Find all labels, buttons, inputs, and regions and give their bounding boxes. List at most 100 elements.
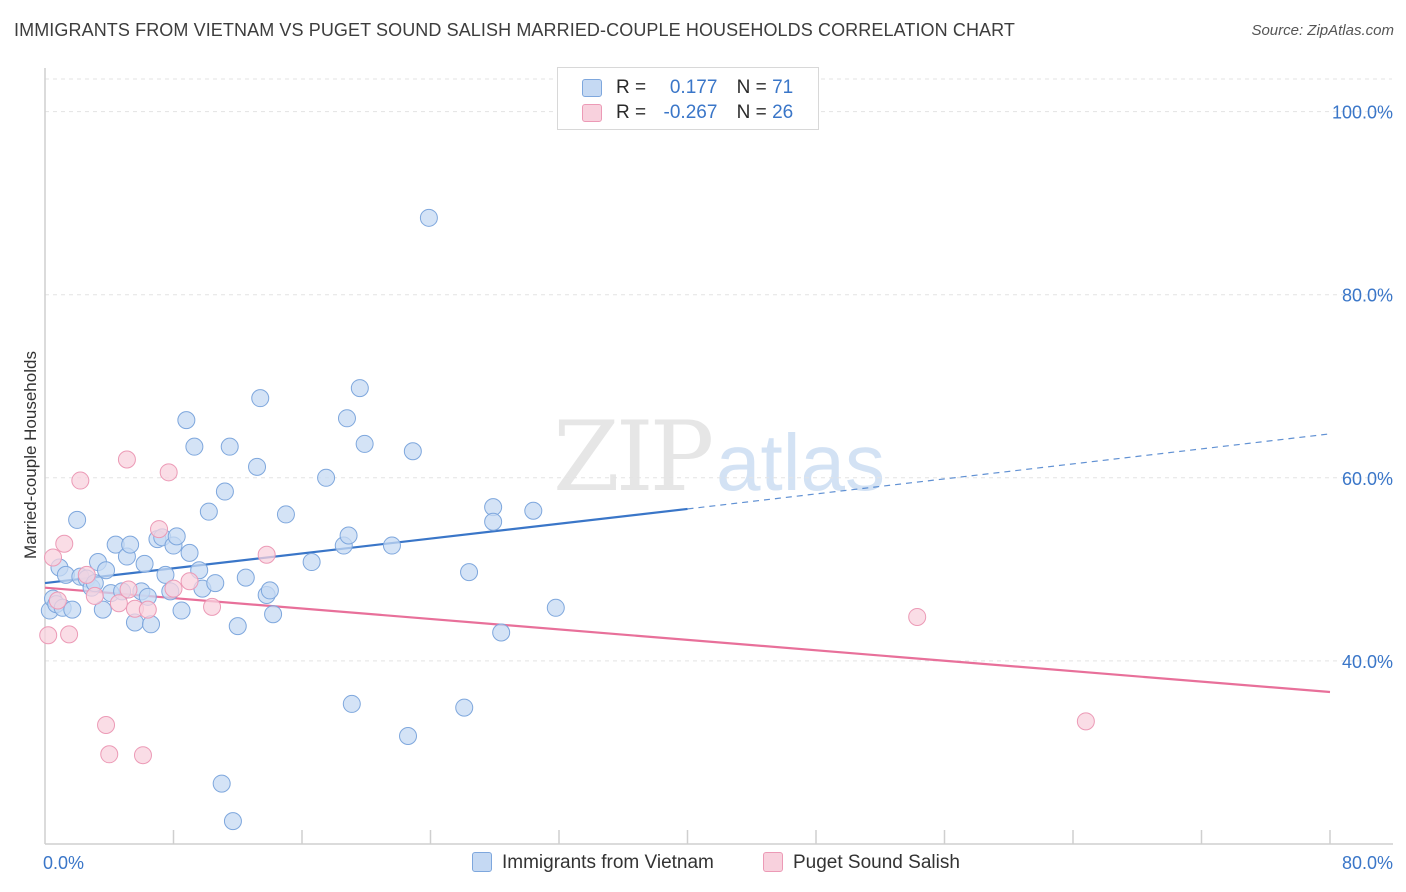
legend-n-value: 71 <box>772 77 794 98</box>
watermark: ZIP atlas <box>553 401 885 513</box>
point-salish <box>1076 712 1095 731</box>
point-vietnam <box>342 694 361 713</box>
point-salish <box>908 607 927 626</box>
point-vietnam <box>121 535 140 554</box>
point-vietnam <box>355 434 374 453</box>
legend-swatch-pink <box>763 852 783 872</box>
point-vietnam <box>97 561 116 580</box>
point-salish <box>71 471 90 490</box>
source-label: Source: ZipAtlas.com <box>1251 22 1394 39</box>
legend-swatch-blue <box>472 852 492 872</box>
point-salish <box>164 579 183 598</box>
point-vietnam <box>399 726 418 745</box>
watermark-zip: ZIP <box>553 401 712 513</box>
trend-line-salish <box>44 586 1331 694</box>
trend-line-vietnam <box>44 507 688 585</box>
legend-n-label: N = <box>736 102 767 123</box>
point-salish <box>138 600 157 619</box>
point-salish <box>203 597 222 616</box>
chart-title: IMMIGRANTS FROM VIETNAM VS PUGET SOUND S… <box>14 20 1016 40</box>
point-vietnam <box>337 409 356 428</box>
y-tick-label: 100.0% <box>1332 103 1393 123</box>
x-tick-label: 0.0% <box>43 853 84 873</box>
point-vietnam <box>167 527 186 546</box>
legend-r-value: -0.267 <box>663 102 718 123</box>
point-vietnam <box>93 600 112 619</box>
legend-label: Puget Sound Salish <box>793 852 960 873</box>
point-salish <box>180 572 199 591</box>
point-salish <box>257 545 276 564</box>
legend-r-label: R = <box>616 77 647 98</box>
legend-n-value: 26 <box>772 102 794 123</box>
point-vietnam <box>172 601 191 620</box>
point-vietnam <box>236 568 255 587</box>
data-points <box>39 208 1095 831</box>
point-vietnam <box>350 379 369 398</box>
point-vietnam <box>177 411 196 430</box>
point-vietnam <box>223 812 242 831</box>
point-vietnam <box>260 581 279 600</box>
point-salish <box>48 591 67 610</box>
point-vietnam <box>206 574 225 593</box>
point-vietnam <box>492 623 511 642</box>
point-vietnam <box>264 605 283 624</box>
point-vietnam <box>276 505 295 524</box>
point-vietnam <box>339 526 358 545</box>
legend-r-value: 0.177 <box>669 77 718 98</box>
point-salish <box>133 746 152 765</box>
point-salish <box>109 594 128 613</box>
legend-label: Immigrants from Vietnam <box>502 852 714 873</box>
point-salish <box>60 625 79 644</box>
point-salish <box>55 534 74 553</box>
point-vietnam <box>251 389 270 408</box>
legend-item-salish: Puget Sound Salish <box>763 852 960 874</box>
point-salish <box>97 715 116 734</box>
legend-item-vietnam: Immigrants from Vietnam <box>472 852 714 874</box>
point-vietnam <box>220 437 239 456</box>
point-salish <box>100 745 119 764</box>
point-salish <box>119 580 138 599</box>
trend-lines <box>44 433 1331 694</box>
point-salish <box>117 450 136 469</box>
stats-legend: R = 0.177 N = 71 R = -0.267 N = 26 <box>557 67 819 130</box>
y-tick-label: 60.0% <box>1342 469 1393 489</box>
point-vietnam <box>63 600 82 619</box>
point-vietnam <box>156 565 175 584</box>
point-vietnam <box>455 698 474 717</box>
point-vietnam <box>199 502 218 521</box>
point-vietnam <box>317 468 336 487</box>
x-tick-label: 80.0% <box>1342 853 1393 873</box>
point-vietnam <box>484 512 503 531</box>
point-salish <box>44 548 63 567</box>
point-vietnam <box>302 553 321 572</box>
point-salish <box>85 586 104 605</box>
point-vietnam <box>546 598 565 617</box>
y-tick-label: 80.0% <box>1342 286 1393 306</box>
axes <box>44 68 1393 845</box>
watermark-atlas: atlas <box>716 418 885 507</box>
point-salish <box>77 565 96 584</box>
point-vietnam <box>524 501 543 520</box>
point-vietnam <box>135 554 154 573</box>
point-vietnam <box>142 615 161 634</box>
point-vietnam <box>68 510 87 529</box>
y-tick-label: 40.0% <box>1342 652 1393 672</box>
point-salish <box>159 463 178 482</box>
point-vietnam <box>419 208 438 227</box>
point-vietnam <box>248 457 267 476</box>
point-vietnam <box>382 536 401 555</box>
point-vietnam <box>460 563 479 582</box>
legend-r-label: R = <box>616 102 647 123</box>
legend-swatch-blue <box>582 79 602 97</box>
point-vietnam <box>215 482 234 501</box>
trend-line-vietnam-extension <box>687 433 1331 510</box>
point-vietnam <box>212 774 231 793</box>
point-vietnam <box>185 437 204 456</box>
point-salish <box>150 520 169 539</box>
legend-swatch-pink <box>582 104 602 122</box>
point-salish <box>39 626 58 645</box>
tick-labels: 40.0% 60.0% 80.0% 100.0% 0.0% 80.0% <box>43 103 1393 873</box>
point-vietnam <box>228 617 247 636</box>
legend-n-label: N = <box>736 77 767 98</box>
